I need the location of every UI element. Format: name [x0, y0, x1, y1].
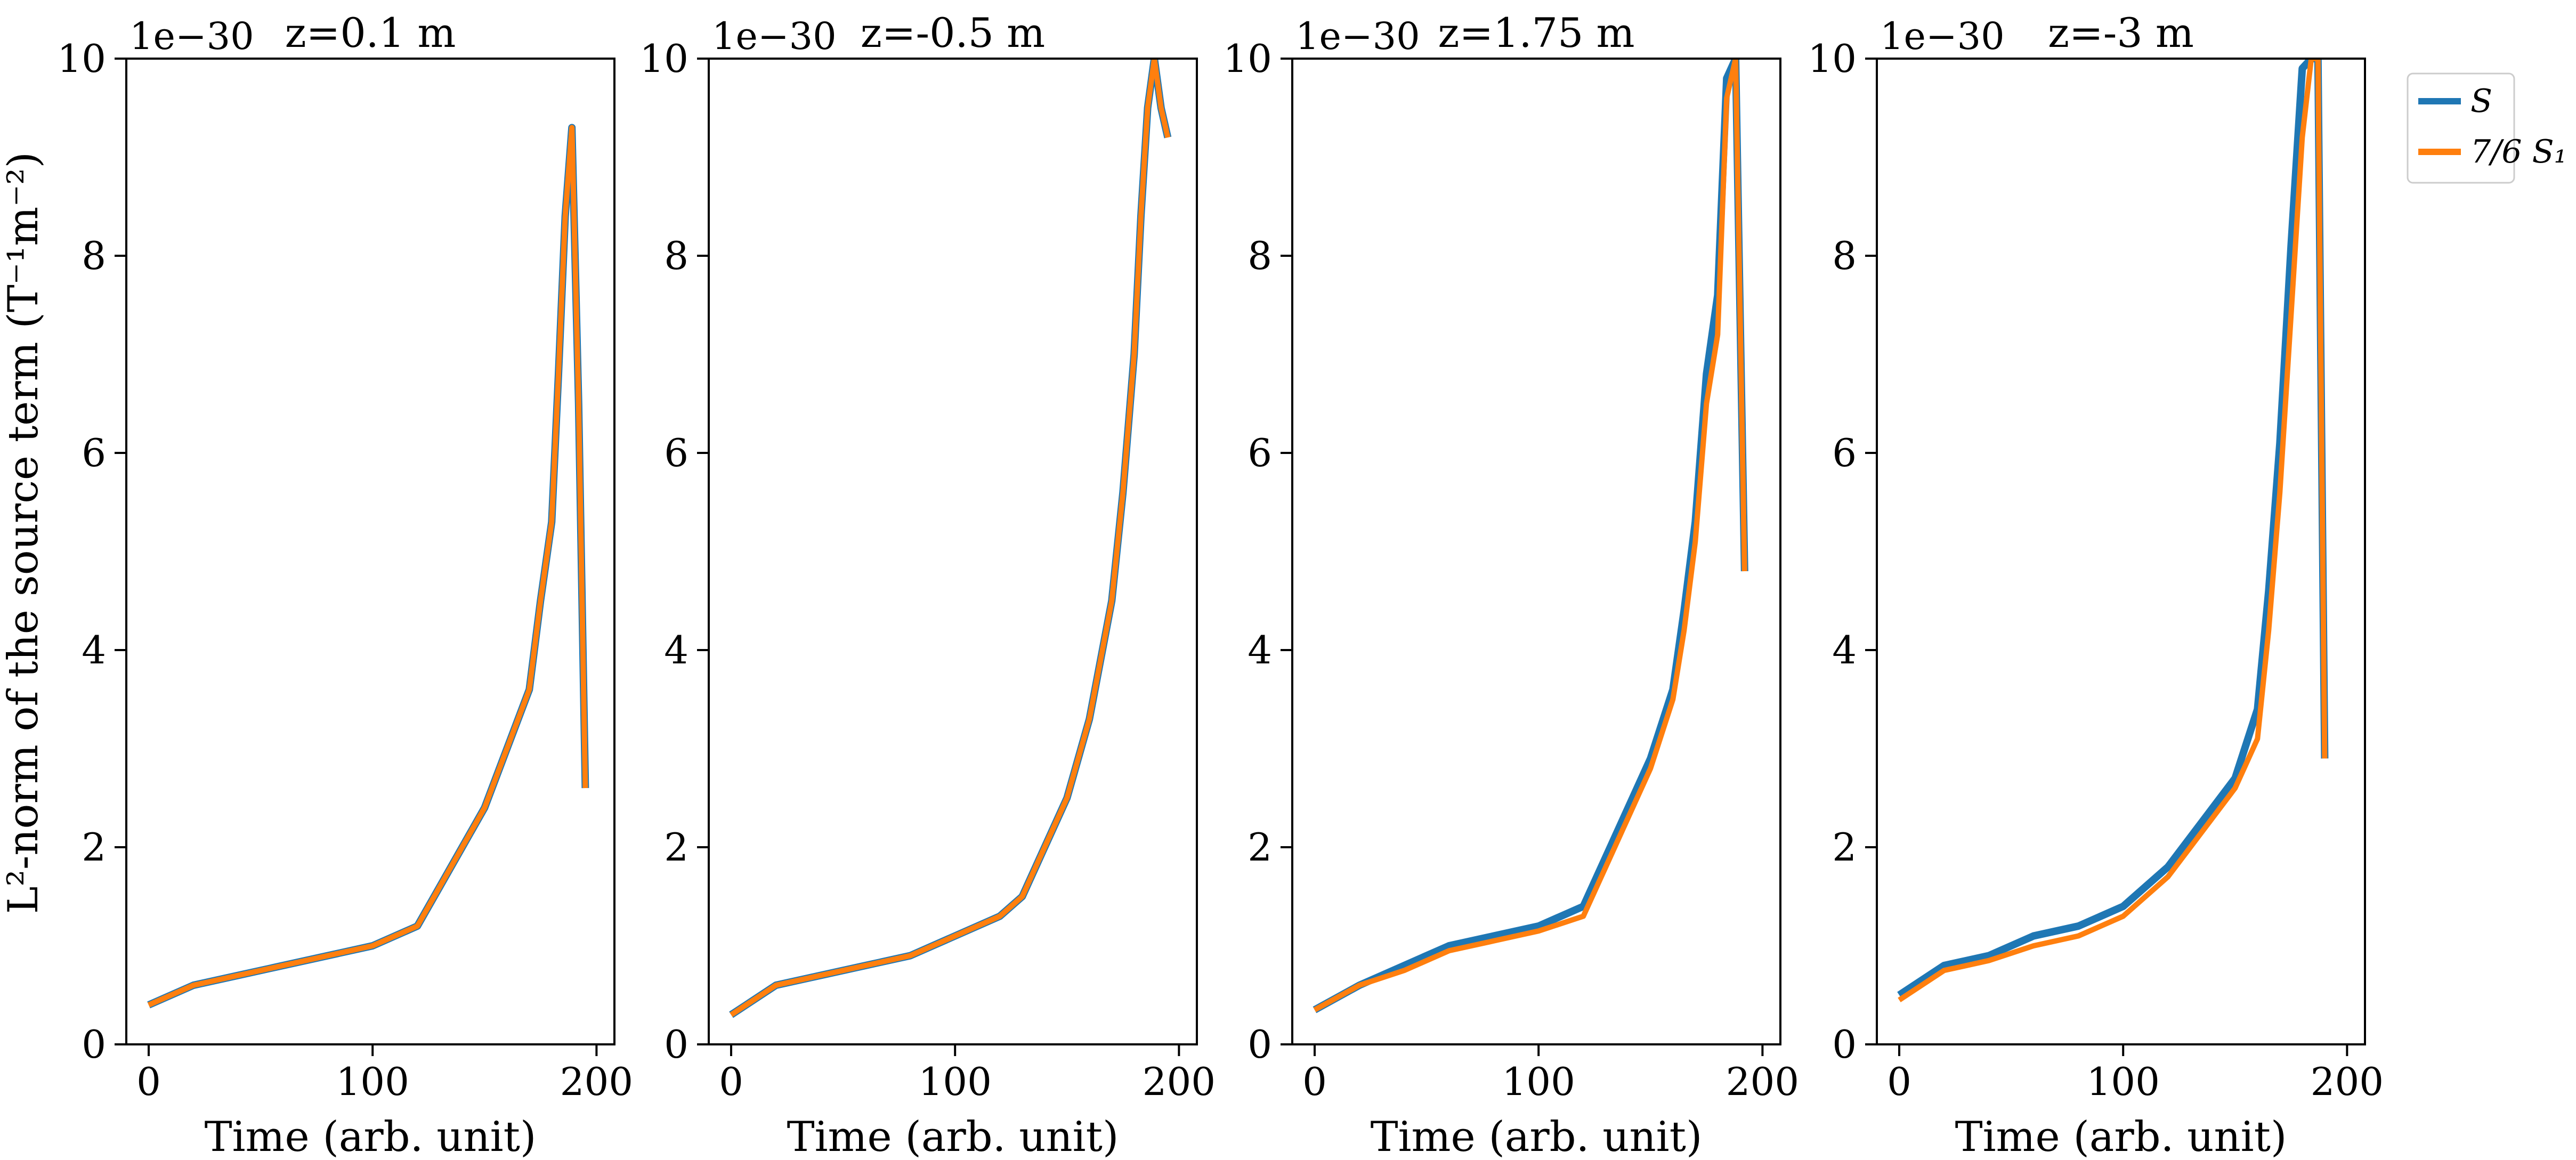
y-offset-label: 1e−30	[712, 14, 837, 58]
legend-label: 7/6 S₁	[2470, 133, 2567, 171]
y-tick-label: 0	[1248, 1022, 1272, 1067]
y-offset-label: 1e−30	[1880, 14, 2005, 58]
axes-frame	[125, 58, 615, 1045]
x-tick-label: 100	[2086, 1059, 2159, 1104]
x-tick-label: 0	[136, 1059, 161, 1104]
y-tick-label: 0	[82, 1022, 106, 1067]
y-tick-label: 4	[664, 628, 688, 672]
y-tick-label: 8	[1248, 233, 1272, 278]
panel-title: z=0.1 m	[285, 9, 456, 56]
series-line-s1-scaled	[1313, 59, 1747, 1012]
panel-1: 0 100 200 0 2 4 6 8 10 1e−30 z=0.1 m Time (arb. uni…	[57, 9, 633, 1160]
x-tick-label: 100	[918, 1059, 991, 1104]
x-axis-label: Time (arb. unit)	[205, 1113, 537, 1160]
axes-frame	[1291, 58, 1781, 1045]
y-tick-label: 10	[639, 36, 688, 81]
y-axis-label: L²-norm of the source term (T⁻¹m⁻²)	[0, 152, 47, 914]
y-tick-label: 4	[1248, 628, 1272, 672]
axes-frame	[1876, 58, 2366, 1045]
series-line-s1-scaled	[730, 59, 1171, 1017]
y-offset-label: 1e−30	[1295, 14, 1420, 58]
y-tick-label: 6	[1832, 431, 1857, 475]
y-tick-label: 0	[1832, 1022, 1857, 1067]
y-tick-label: 8	[82, 233, 106, 278]
series-line-s	[729, 59, 1172, 1018]
y-tick-label: 2	[1248, 825, 1272, 870]
y-tick-label: 2	[82, 825, 106, 870]
x-tick-label: 0	[1302, 1059, 1327, 1104]
y-tick-label: 10	[1223, 36, 1272, 81]
x-tick-label: 0	[719, 1059, 743, 1104]
series-line-s	[1313, 59, 1748, 1013]
x-tick-label: 100	[336, 1059, 409, 1104]
legend-label: S	[2470, 83, 2492, 120]
x-tick-label: 200	[2311, 1059, 2384, 1104]
panel-title: z=-3 m	[2048, 9, 2194, 56]
series-line-s	[1897, 59, 2329, 999]
series-line-s1-scaled	[1898, 59, 2328, 1002]
x-axis-label: Time (arb. unit)	[787, 1113, 1119, 1160]
y-tick-label: 6	[82, 431, 106, 475]
y-tick-label: 8	[664, 233, 688, 278]
panel-title: z=-0.5 m	[861, 9, 1046, 56]
y-tick-label: 0	[664, 1022, 688, 1067]
x-tick-label: 0	[1887, 1059, 1911, 1104]
y-tick-label: 6	[1248, 431, 1272, 475]
series-line-s1-scaled	[147, 125, 588, 1008]
y-tick-label: 10	[1808, 36, 1857, 81]
y-tick-label: 4	[1832, 628, 1857, 672]
y-tick-label: 8	[1832, 233, 1857, 278]
panel-4: 0 100 200 0 2 4 6 8 10 1e−30 z=-3 m Time (arb. unit…	[1808, 9, 2384, 1160]
y-tick-label: 6	[664, 431, 688, 475]
panel-title: z=1.75 m	[1438, 9, 1634, 56]
axes-frame	[708, 58, 1198, 1045]
x-axis-label: Time (arb. unit)	[1371, 1113, 1703, 1160]
x-tick-label: 200	[1143, 1059, 1216, 1104]
y-offset-label: 1e−30	[129, 14, 254, 58]
y-tick-label: 10	[57, 36, 106, 81]
legend: S 7/6 S₁	[2407, 72, 2567, 184]
y-tick-label: 2	[1832, 825, 1857, 870]
y-tick-label: 2	[664, 825, 688, 870]
panel-3: 0 100 200 0 2 4 6 8 10 1e−30 z=1.75 m Time (arb. un…	[1223, 9, 1799, 1160]
x-tick-label: 200	[560, 1059, 633, 1104]
x-tick-label: 200	[1726, 1059, 1799, 1104]
panel-2: 0 100 200 0 2 4 6 8 10 1e−30 z=-0.5 m Time (arb. un…	[639, 9, 1216, 1160]
series-line-s	[147, 124, 589, 1009]
y-tick-label: 4	[82, 628, 106, 672]
x-tick-label: 100	[1502, 1059, 1575, 1104]
x-axis-label: Time (arb. unit)	[1955, 1113, 2287, 1160]
